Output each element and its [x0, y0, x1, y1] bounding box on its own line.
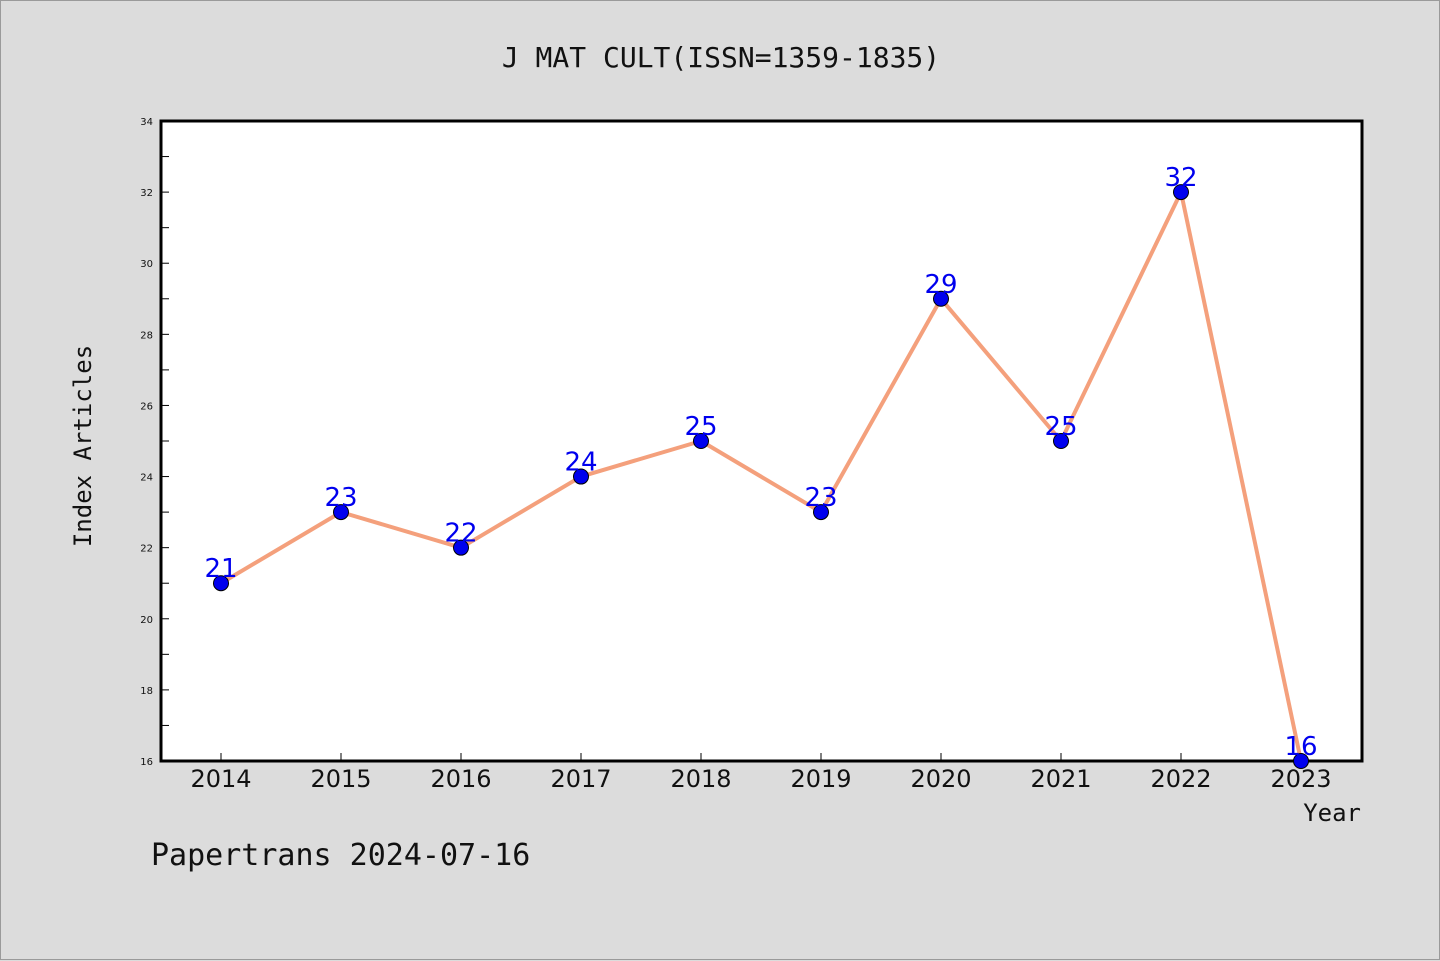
data-point-label: 23 — [804, 483, 837, 513]
y-tick-label: 16 — [140, 757, 153, 768]
data-point-marker — [333, 504, 349, 521]
x-axis-label: Year — [1303, 799, 1361, 827]
chart-title: J MAT CULT(ISSN=1359-1835) — [502, 41, 940, 74]
series-line-group — [219, 190, 1303, 762]
data-point-label: 29 — [924, 270, 957, 300]
y-axis-ticks: 16 18 20 22 24 26 28 30 32 34 — [140, 117, 169, 768]
x-tick-label: 2014 — [190, 765, 251, 793]
y-tick-label: 30 — [140, 259, 153, 270]
series-line — [219, 190, 1303, 762]
plot-area — [159, 119, 1364, 763]
x-axis-ticks: 2014 2015 2016 2017 2018 2019 2020 2021 2022 2023 — [190, 753, 1332, 793]
y-tick-label: 24 — [140, 473, 153, 484]
x-tick-label: 2018 — [670, 765, 731, 793]
data-label-group: 21 23 22 24 25 23 29 25 32 16 — [204, 163, 1317, 762]
x-tick-label: 2021 — [1030, 765, 1091, 793]
data-point-marker — [573, 468, 589, 485]
data-point-label: 24 — [564, 448, 597, 478]
y-tick-label: 34 — [140, 117, 153, 128]
x-tick-label: 2016 — [430, 765, 491, 793]
y-tick-label: 20 — [140, 615, 153, 626]
data-point-label: 25 — [684, 412, 717, 442]
data-point-label: 21 — [204, 554, 237, 584]
x-tick-label: 2017 — [550, 765, 611, 793]
y-tick-label: 28 — [140, 330, 153, 341]
data-point-label: 32 — [1164, 163, 1197, 193]
data-point-marker — [213, 575, 229, 592]
y-tick-label: 32 — [140, 188, 153, 199]
x-tick-label: 2022 — [1150, 765, 1211, 793]
data-point-marker — [813, 504, 829, 521]
data-point-marker — [933, 290, 949, 307]
footer-credit: Papertrans 2024-07-16 — [151, 838, 530, 873]
data-point-marker — [453, 539, 469, 556]
y-tick-label: 18 — [140, 686, 153, 697]
x-tick-label: 2020 — [910, 765, 971, 793]
x-tick-label: 2015 — [310, 765, 371, 793]
data-point-marker — [1053, 433, 1069, 449]
data-point-marker — [1173, 184, 1189, 201]
data-point-marker — [1293, 753, 1309, 769]
x-tick-label: 2019 — [790, 765, 851, 793]
y-axis-label: Index Articles — [69, 345, 97, 547]
x-tick-label: 2023 — [1270, 765, 1331, 793]
data-point-label: 25 — [1044, 412, 1077, 442]
data-point-label: 16 — [1284, 732, 1317, 762]
marker-group — [213, 184, 1309, 769]
data-point-label: 23 — [324, 483, 357, 513]
y-tick-label: 26 — [140, 401, 153, 412]
y-tick-label: 22 — [140, 544, 153, 555]
data-point-label: 22 — [444, 519, 477, 549]
data-point-marker — [693, 433, 709, 449]
